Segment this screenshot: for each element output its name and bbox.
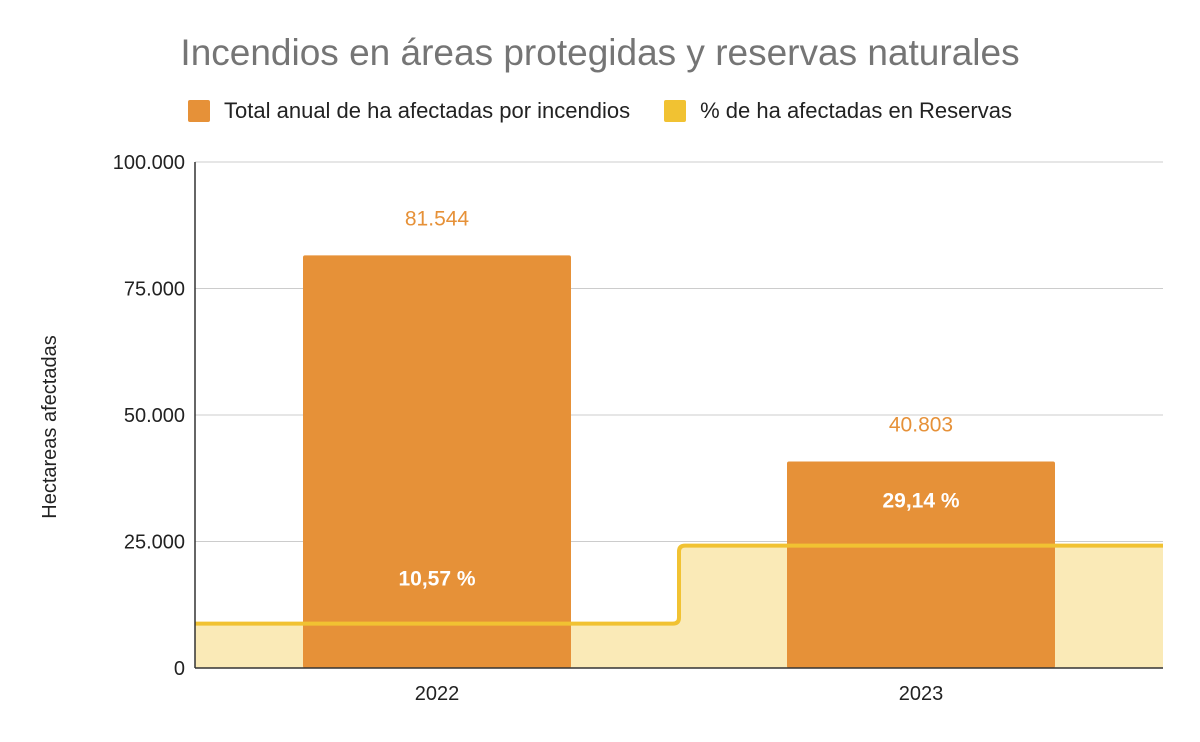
legend-item-bars[interactable]: Total anual de ha afectadas por incendio… (188, 98, 630, 124)
bar-2022 (303, 255, 571, 668)
chart-title: Incendios en áreas protegidas y reservas… (180, 32, 1020, 73)
bar-value-label: 40.803 (889, 414, 953, 437)
y-tick-label: 25.000 (124, 532, 185, 554)
legend-item-percent[interactable]: % de ha afectadas en Reservas (664, 98, 1012, 124)
y-tick-label: 75.000 (124, 279, 185, 301)
percent-value-label: 29,14 % (882, 490, 959, 513)
percent-value-label: 10,57 % (398, 568, 475, 591)
legend: Total anual de ha afectadas por incendio… (0, 98, 1200, 124)
y-tick-label: 0 (174, 658, 185, 680)
legend-swatch-percent (664, 100, 687, 122)
y-axis-title: Hectareas afectadas (39, 335, 61, 518)
bar-value-label: 81.544 (405, 207, 470, 230)
legend-label-percent: % de ha afectadas en Reservas (700, 98, 1012, 123)
legend-swatch-bars (188, 100, 211, 122)
y-tick-label: 50.000 (124, 405, 185, 427)
legend-label-bars: Total anual de ha afectadas por incendio… (224, 98, 631, 123)
x-tick-label: 2023 (899, 683, 944, 705)
y-tick-label: 100.000 (113, 152, 185, 174)
bar-2023 (787, 461, 1055, 668)
percent-line (195, 543, 1163, 626)
x-tick-label: 2022 (415, 683, 460, 705)
